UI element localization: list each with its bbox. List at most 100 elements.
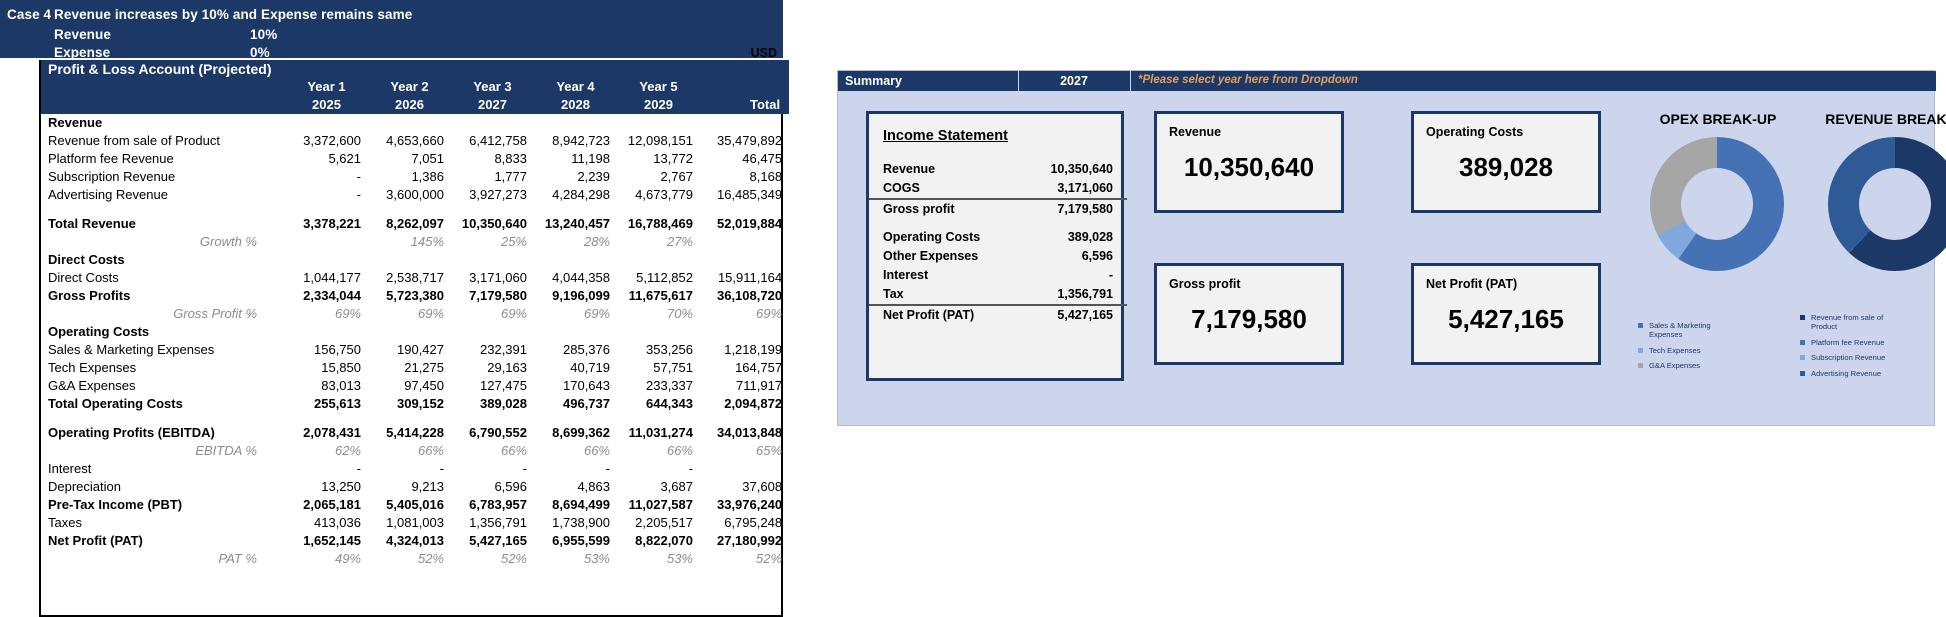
pl-year-header-4: Year 4 [534, 78, 617, 96]
row-value [617, 114, 700, 132]
row-value: 2,094,872 [724, 396, 783, 411]
row-value: 69% [583, 306, 610, 321]
row-label: Platform fee Revenue [48, 151, 174, 166]
table-row: Tech Expenses 15,850 21,275 29,163 40,719 57,… [41, 359, 789, 377]
kpi-label: Operating Costs [1426, 125, 1524, 139]
kpi-value: 5,427,165 [1448, 304, 1564, 334]
table-row: Taxes 413,036 1,081,003 1,356,791 1,738,900 2… [41, 514, 789, 532]
row-value: 3,372,600 [303, 133, 361, 148]
revenue-chart-legend: Revenue from sale of Product Platform fee… [1800, 313, 1918, 384]
row-value: 644,343 [646, 396, 693, 411]
row-value: 10,350,640 [1050, 162, 1113, 176]
legend-item: Platform fee Revenue [1800, 338, 1907, 347]
kpi-card-operating-costs: Operating Costs 389,028 [1411, 111, 1601, 213]
row-value: 57,751 [653, 360, 693, 375]
table-row: Depreciation 13,250 9,213 6,596 4,863 3,687 37… [41, 478, 789, 496]
pl-title: Profit & Loss Account (Projected) [41, 60, 790, 78]
row-value: 4,044,358 [552, 270, 610, 285]
row-value: 2,065,181 [303, 497, 361, 512]
dashboard-summary-label: Summary [845, 74, 902, 88]
row-label: Other Expenses [883, 249, 979, 263]
kpi-value: 7,179,580 [1191, 304, 1307, 334]
legend-label: Sales & Marketing Expenses [1649, 321, 1711, 340]
row-value: 69% [417, 306, 444, 321]
income-statement-row: Operating Costs 389,028 [869, 228, 1127, 247]
row-value: 9,196,099 [552, 288, 610, 303]
opex-donut-chart [1650, 137, 1784, 271]
row-value: 1,356,791 [1057, 287, 1113, 301]
case-revenue-value[interactable]: 10% [250, 27, 278, 42]
row-label: G&A Expenses [48, 378, 136, 393]
income-statement-row: Tax 1,356,791 [869, 285, 1127, 305]
row-value: 97,450 [404, 378, 444, 393]
row-value: 4,653,660 [386, 133, 444, 148]
table-row: PAT % 49% 52% 52% 53% 53% 52% [41, 550, 789, 568]
legend-label: Platform fee Revenue [1811, 337, 1885, 347]
row-value [368, 323, 451, 341]
row-value: - [439, 461, 444, 476]
pl-year-header-1: Year 1 [285, 78, 368, 96]
row-value: 65% [756, 443, 783, 458]
legend-item: Advertising Revenue [1800, 369, 1907, 378]
row-value: 16,788,469 [627, 216, 693, 231]
pl-year-header-row: Year 1 Year 2 Year 3 Year 4 Year 5 [41, 78, 790, 96]
row-value: 8,262,097 [386, 216, 444, 231]
row-label: Total Operating Costs [48, 396, 183, 411]
row-value: 69% [756, 306, 783, 321]
case-title: Revenue increases by 10% and Expense rem… [54, 7, 413, 22]
row-value: 49% [334, 551, 361, 566]
kpi-card-net-profit: Net Profit (PAT) 5,427,165 [1411, 263, 1601, 365]
legend-swatch-icon [1800, 315, 1805, 320]
kpi-value: 10,350,640 [1183, 152, 1315, 182]
row-value [368, 251, 451, 269]
row-label: Revenue [883, 162, 936, 176]
row-value: 8,699,362 [552, 425, 610, 440]
row-value: 66% [583, 443, 610, 458]
row-value: 1,652,145 [303, 533, 361, 548]
row-value: 255,613 [314, 396, 361, 411]
row-label: Direct Costs [48, 252, 125, 267]
row-value: 34,013,848 [716, 425, 783, 440]
kpi-card-gross-profit: Gross profit 7,179,580 [1154, 263, 1344, 365]
row-value [285, 233, 368, 251]
row-value: 1,386 [411, 169, 444, 184]
legend-item: Subscription Revenue [1800, 353, 1907, 362]
row-value: 2,334,044 [303, 288, 361, 303]
row-value [285, 114, 368, 132]
legend-item: Revenue from sale of Product [1800, 313, 1907, 332]
year-dropdown-value[interactable]: 2027 [1060, 74, 1088, 88]
income-statement-row: Revenue 10,350,640 [869, 160, 1127, 179]
row-label: EBITDA % [195, 443, 257, 458]
row-value: 309,152 [397, 396, 444, 411]
income-statement-title: Income Statement [883, 128, 1008, 144]
row-value: - [356, 187, 361, 202]
row-value: 2,205,517 [635, 515, 693, 530]
row-value: 6,596 [494, 479, 527, 494]
table-row: Subscription Revenue - 1,386 1,777 2,239 2,76… [41, 168, 789, 186]
row-value: 4,324,013 [386, 533, 444, 548]
row-value: 1,044,177 [303, 270, 361, 285]
case-label: Case 4 [7, 7, 52, 22]
table-row: Net Profit (PAT) 1,652,145 4,324,013 5,427,… [41, 532, 789, 550]
row-value: 389,028 [480, 396, 527, 411]
row-value: 28% [583, 234, 610, 249]
pl-year-value-4: 2028 [534, 96, 617, 114]
row-value: 8,833 [494, 151, 527, 166]
row-label: Revenue [48, 115, 103, 130]
income-statement-card: Income Statement Revenue 10,350,640 COGS 3,… [866, 111, 1127, 381]
row-value: 46,475 [742, 151, 783, 166]
table-row: Advertising Revenue - 3,600,000 3,927,273 4,… [41, 186, 789, 204]
row-value: 170,643 [563, 378, 610, 393]
table-row: Interest - - - - - [41, 460, 789, 478]
row-value: 2,239 [577, 169, 610, 184]
row-value: - [605, 461, 610, 476]
row-value: - [1108, 268, 1113, 282]
row-value: 2,078,431 [303, 425, 361, 440]
pl-year-value-5: 2029 [617, 96, 700, 114]
row-value: 15,911,164 [717, 270, 783, 285]
row-label: Taxes [48, 515, 82, 530]
legend-swatch-icon [1800, 339, 1805, 345]
row-value: 145% [410, 234, 444, 249]
case-expense-value[interactable]: 0% [250, 45, 270, 60]
row-value: 4,284,298 [552, 187, 610, 202]
